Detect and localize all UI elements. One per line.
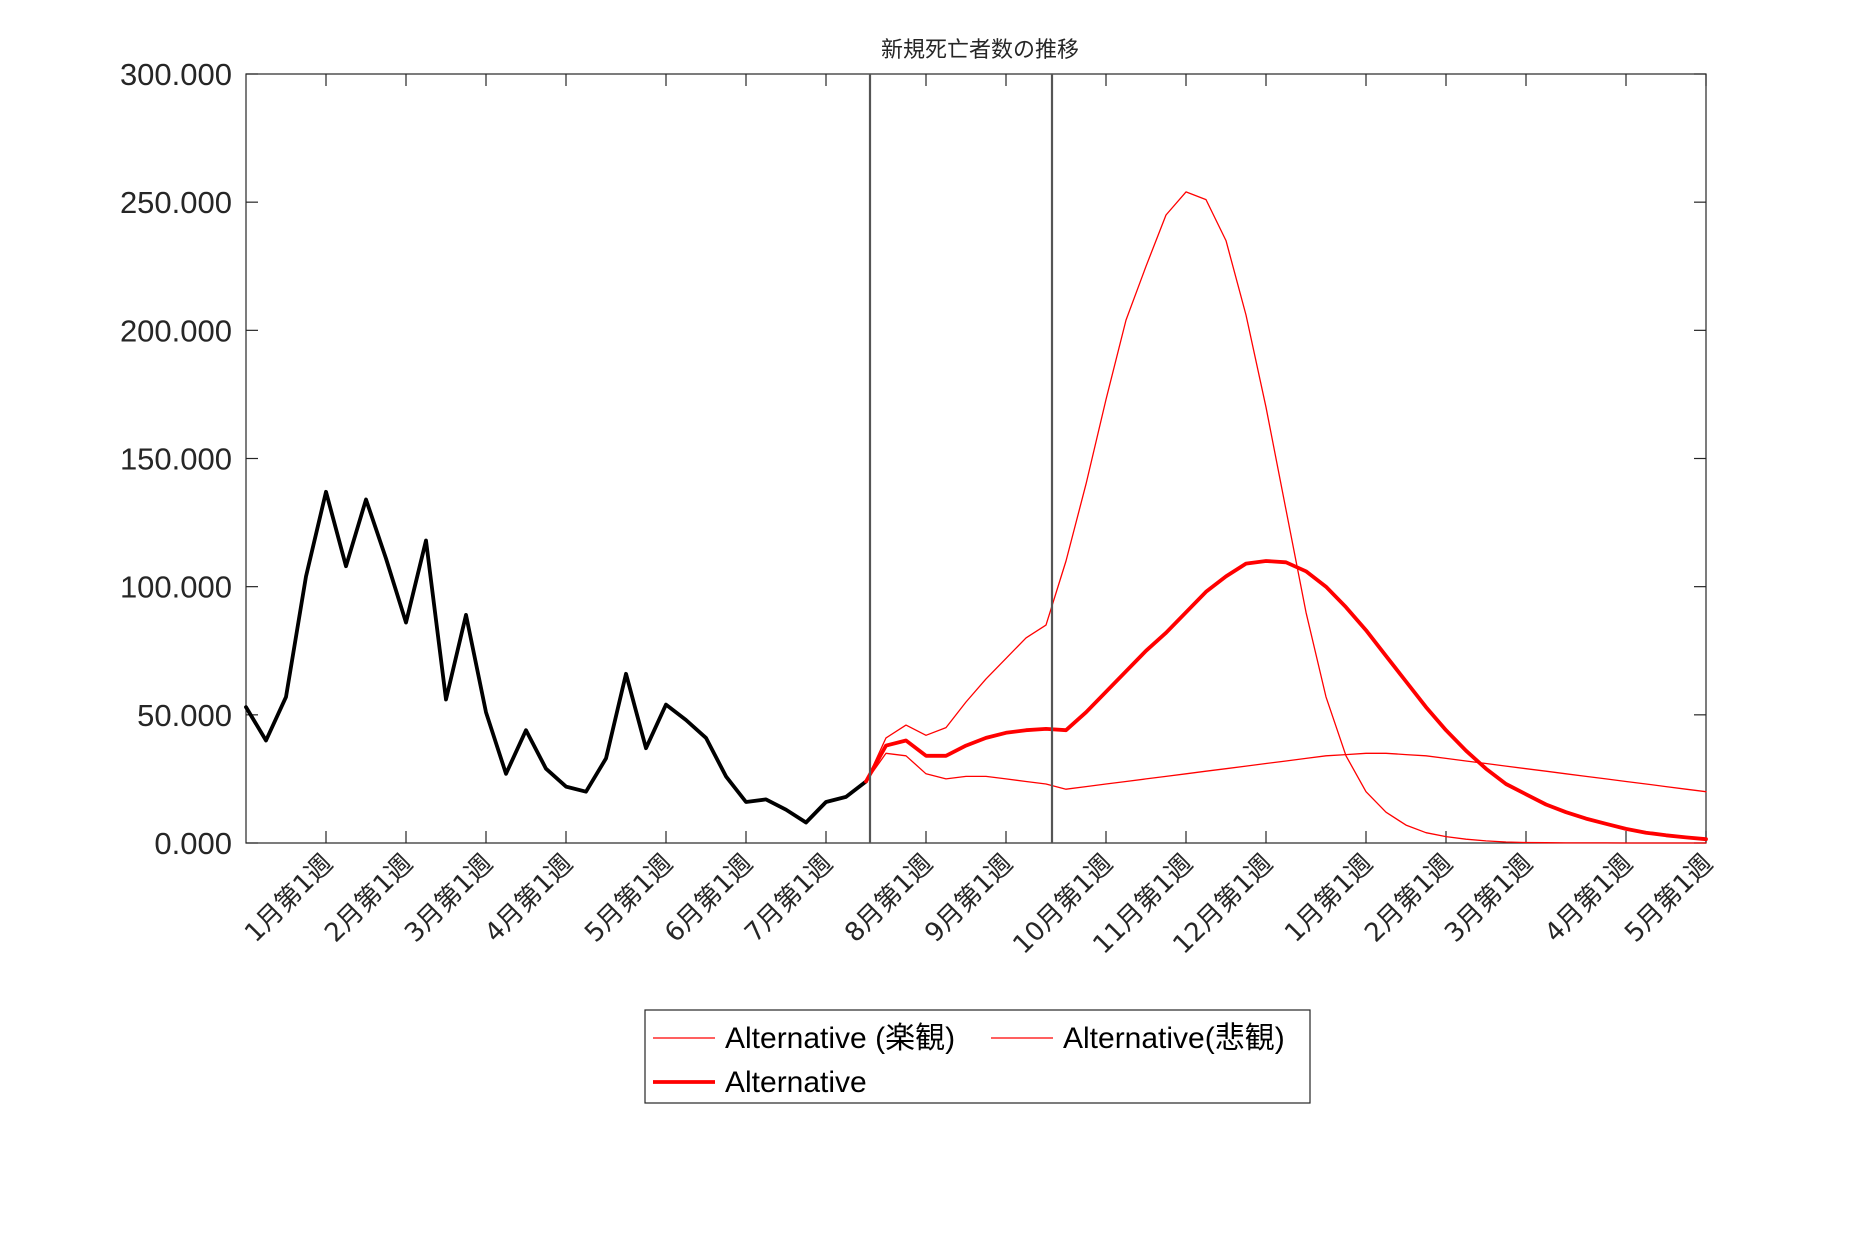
y-tick-label: 50.000	[137, 698, 232, 733]
y-tick-label: 100.000	[120, 570, 232, 605]
y-tick-label: 300.000	[120, 57, 232, 92]
series-line-1	[865, 752, 1707, 793]
y-tick-label: 0.000	[154, 826, 232, 861]
series-line-3	[864, 559, 1708, 842]
legend-label: Alternative	[725, 1066, 867, 1099]
plot-area	[245, 73, 1707, 844]
series-line-2	[865, 191, 1707, 844]
y-tick-label: 250.000	[120, 185, 232, 220]
y-axis: 0.000 50.000 100.000 150.000 200.000 250.000 3…	[120, 57, 1706, 861]
y-tick-label: 200.000	[120, 313, 232, 348]
legend-label: Alternative (楽観)	[725, 1022, 955, 1055]
axes-box	[245, 73, 1707, 844]
vertical-markers	[868, 74, 1054, 843]
chart-title: 新規死亡者数の推移	[881, 38, 1079, 63]
legend-box	[644, 1009, 1311, 1104]
series-group	[244, 191, 1708, 844]
y-tick-label: 150.000	[120, 442, 232, 477]
legend: Alternative (楽観) Alternative(悲観) Alternati…	[644, 1009, 1311, 1104]
series-line-0	[244, 489, 868, 825]
legend-label: Alternative(悲観)	[1063, 1022, 1285, 1055]
